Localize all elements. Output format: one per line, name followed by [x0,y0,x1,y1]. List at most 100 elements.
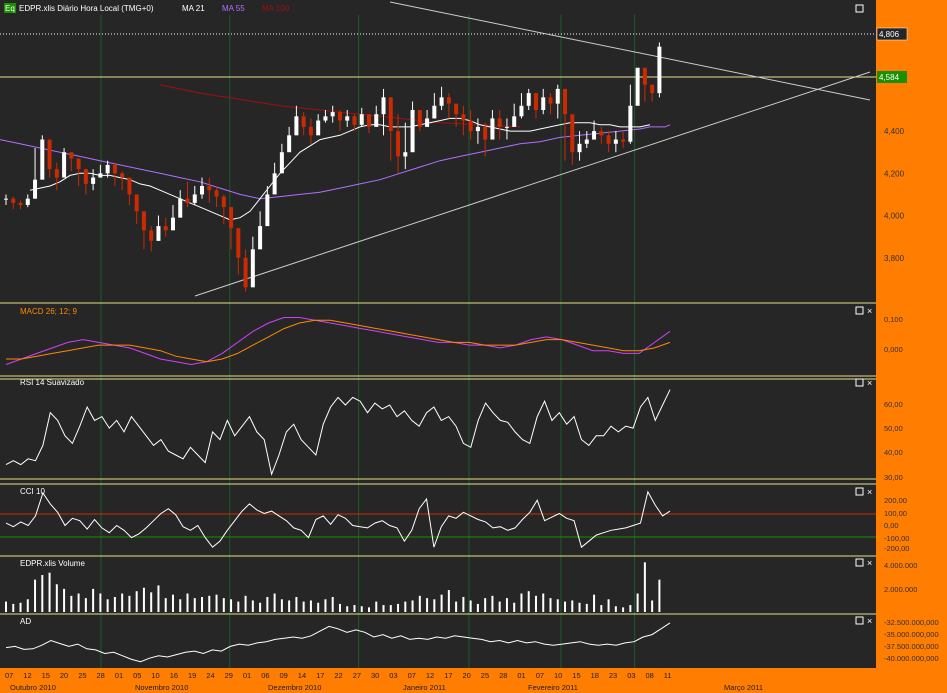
volume-bar [259,602,262,612]
right-axis-background [876,0,947,693]
maximize-panel-button[interactable] [855,4,864,13]
candle-body [650,84,655,94]
ma100-label[interactable]: MA 100 [262,4,290,13]
date-tick-label: 30 [371,671,379,680]
candle-body [374,114,379,127]
volume-bar [41,575,44,612]
date-tick-label: 01 [243,671,251,680]
panel-tick-label: 0,100 [884,315,903,324]
candle-body [657,46,662,94]
volume-bar [643,562,646,612]
date-tick-label: 07 [5,671,13,680]
volume-bar [578,602,581,612]
last-price-badge [876,27,908,41]
volume-bar [48,572,51,612]
volume-title[interactable]: EDPR.xlis Volume [20,559,85,568]
macd-title[interactable]: MACD 26; 12; 9 [20,307,77,316]
date-tick-label: 17 [316,671,324,680]
candle-body [555,88,560,104]
candle-body [308,126,313,136]
candle-body [105,164,110,174]
date-tick-label: 25 [481,671,489,680]
month-label: Março 2011 [724,683,763,692]
volume-bar [237,601,240,612]
volume-bar [520,593,523,612]
ma21-line [29,117,651,221]
volume-bar [564,601,567,612]
volume-bar [186,593,189,612]
date-tick-label: 17 [444,671,452,680]
volume-bar [346,606,349,612]
date-tick-label: 01 [517,671,525,680]
close-panel-icon[interactable]: × [867,378,872,388]
level-price-badge [877,71,907,83]
volume-bar [331,596,334,612]
level-price-text: 4,584 [879,73,900,82]
candle-body [207,186,212,191]
cci-title[interactable]: CCI 10 [20,487,45,496]
volume-bar [135,591,138,612]
candle-body [192,194,197,203]
candle-body [330,112,335,117]
close-panel-icon[interactable]: × [867,558,872,568]
candle-body [621,139,626,142]
candle-body [54,169,59,178]
volume-bar [455,601,458,612]
maximize-panel-button[interactable] [855,306,864,315]
candle-body [396,131,401,157]
candle-body [570,114,575,153]
volume-bar [353,605,356,612]
price-axis-ticks: 4,400 4,200 4,000 3,800 [884,127,905,263]
volume-bar [491,595,494,612]
volume-bar [360,606,363,612]
volume-bar [542,593,545,612]
maximize-panel-button[interactable] [855,487,864,496]
ma55-label[interactable]: MA 55 [222,4,245,13]
price-tick-label: 3,800 [884,254,905,263]
ma21-label[interactable]: MA 21 [182,4,205,13]
volume-bar [157,585,160,612]
panel-tick-label: -35.000.000,000 [884,630,939,639]
candle-body [446,97,451,104]
close-panel-icon[interactable]: × [867,306,872,316]
month-label: Fevereiro 2011 [528,683,578,692]
date-tick-label: 16 [170,671,178,680]
uptrend-line[interactable] [194,71,871,297]
date-tick-label: 11 [664,671,672,680]
volume-bar [338,603,341,612]
ad-title[interactable]: AD [20,617,31,626]
candle-body [425,118,430,127]
rsi-panel: RSI 14 Suavizado 60,00 50,00 40,00 30,00 [0,378,903,482]
candle-body [381,97,386,115]
maximize-panel-button[interactable] [855,616,864,625]
date-tick-label: 20 [463,671,471,680]
maximize-panel-button[interactable] [855,378,864,387]
candle-body [141,211,146,231]
downtrend-line[interactable] [389,1,871,101]
close-panel-icon[interactable]: × [867,616,872,626]
candle-body [504,126,509,128]
volume-bar [571,600,574,612]
candle-body [127,177,132,195]
candle-body [163,226,168,231]
volume-bar [208,595,211,612]
candle-body [279,152,284,174]
volume-bar [309,600,312,612]
candle-body [642,67,647,85]
chart-title[interactable]: EDPR.xlis Diário Hora Local (TMG+0) [19,4,154,13]
candle-body [214,190,219,197]
candle-body [33,179,38,199]
close-panel-icon[interactable]: × [867,487,872,497]
volume-bar [411,600,414,612]
volume-bar [607,599,610,612]
volume-bar [382,605,385,612]
date-tick-label: 07 [408,671,416,680]
candle-body [294,116,299,136]
maximize-panel-button[interactable] [855,558,864,567]
volume-bar [426,598,429,612]
macd-panel: MACD 26; 12; 9 0,100 0,000 [5,307,903,366]
rsi-title[interactable]: RSI 14 Suavizado [20,378,85,387]
date-tick-label: 15 [42,671,50,680]
candle-body [410,110,415,153]
volume-bar [92,588,95,612]
